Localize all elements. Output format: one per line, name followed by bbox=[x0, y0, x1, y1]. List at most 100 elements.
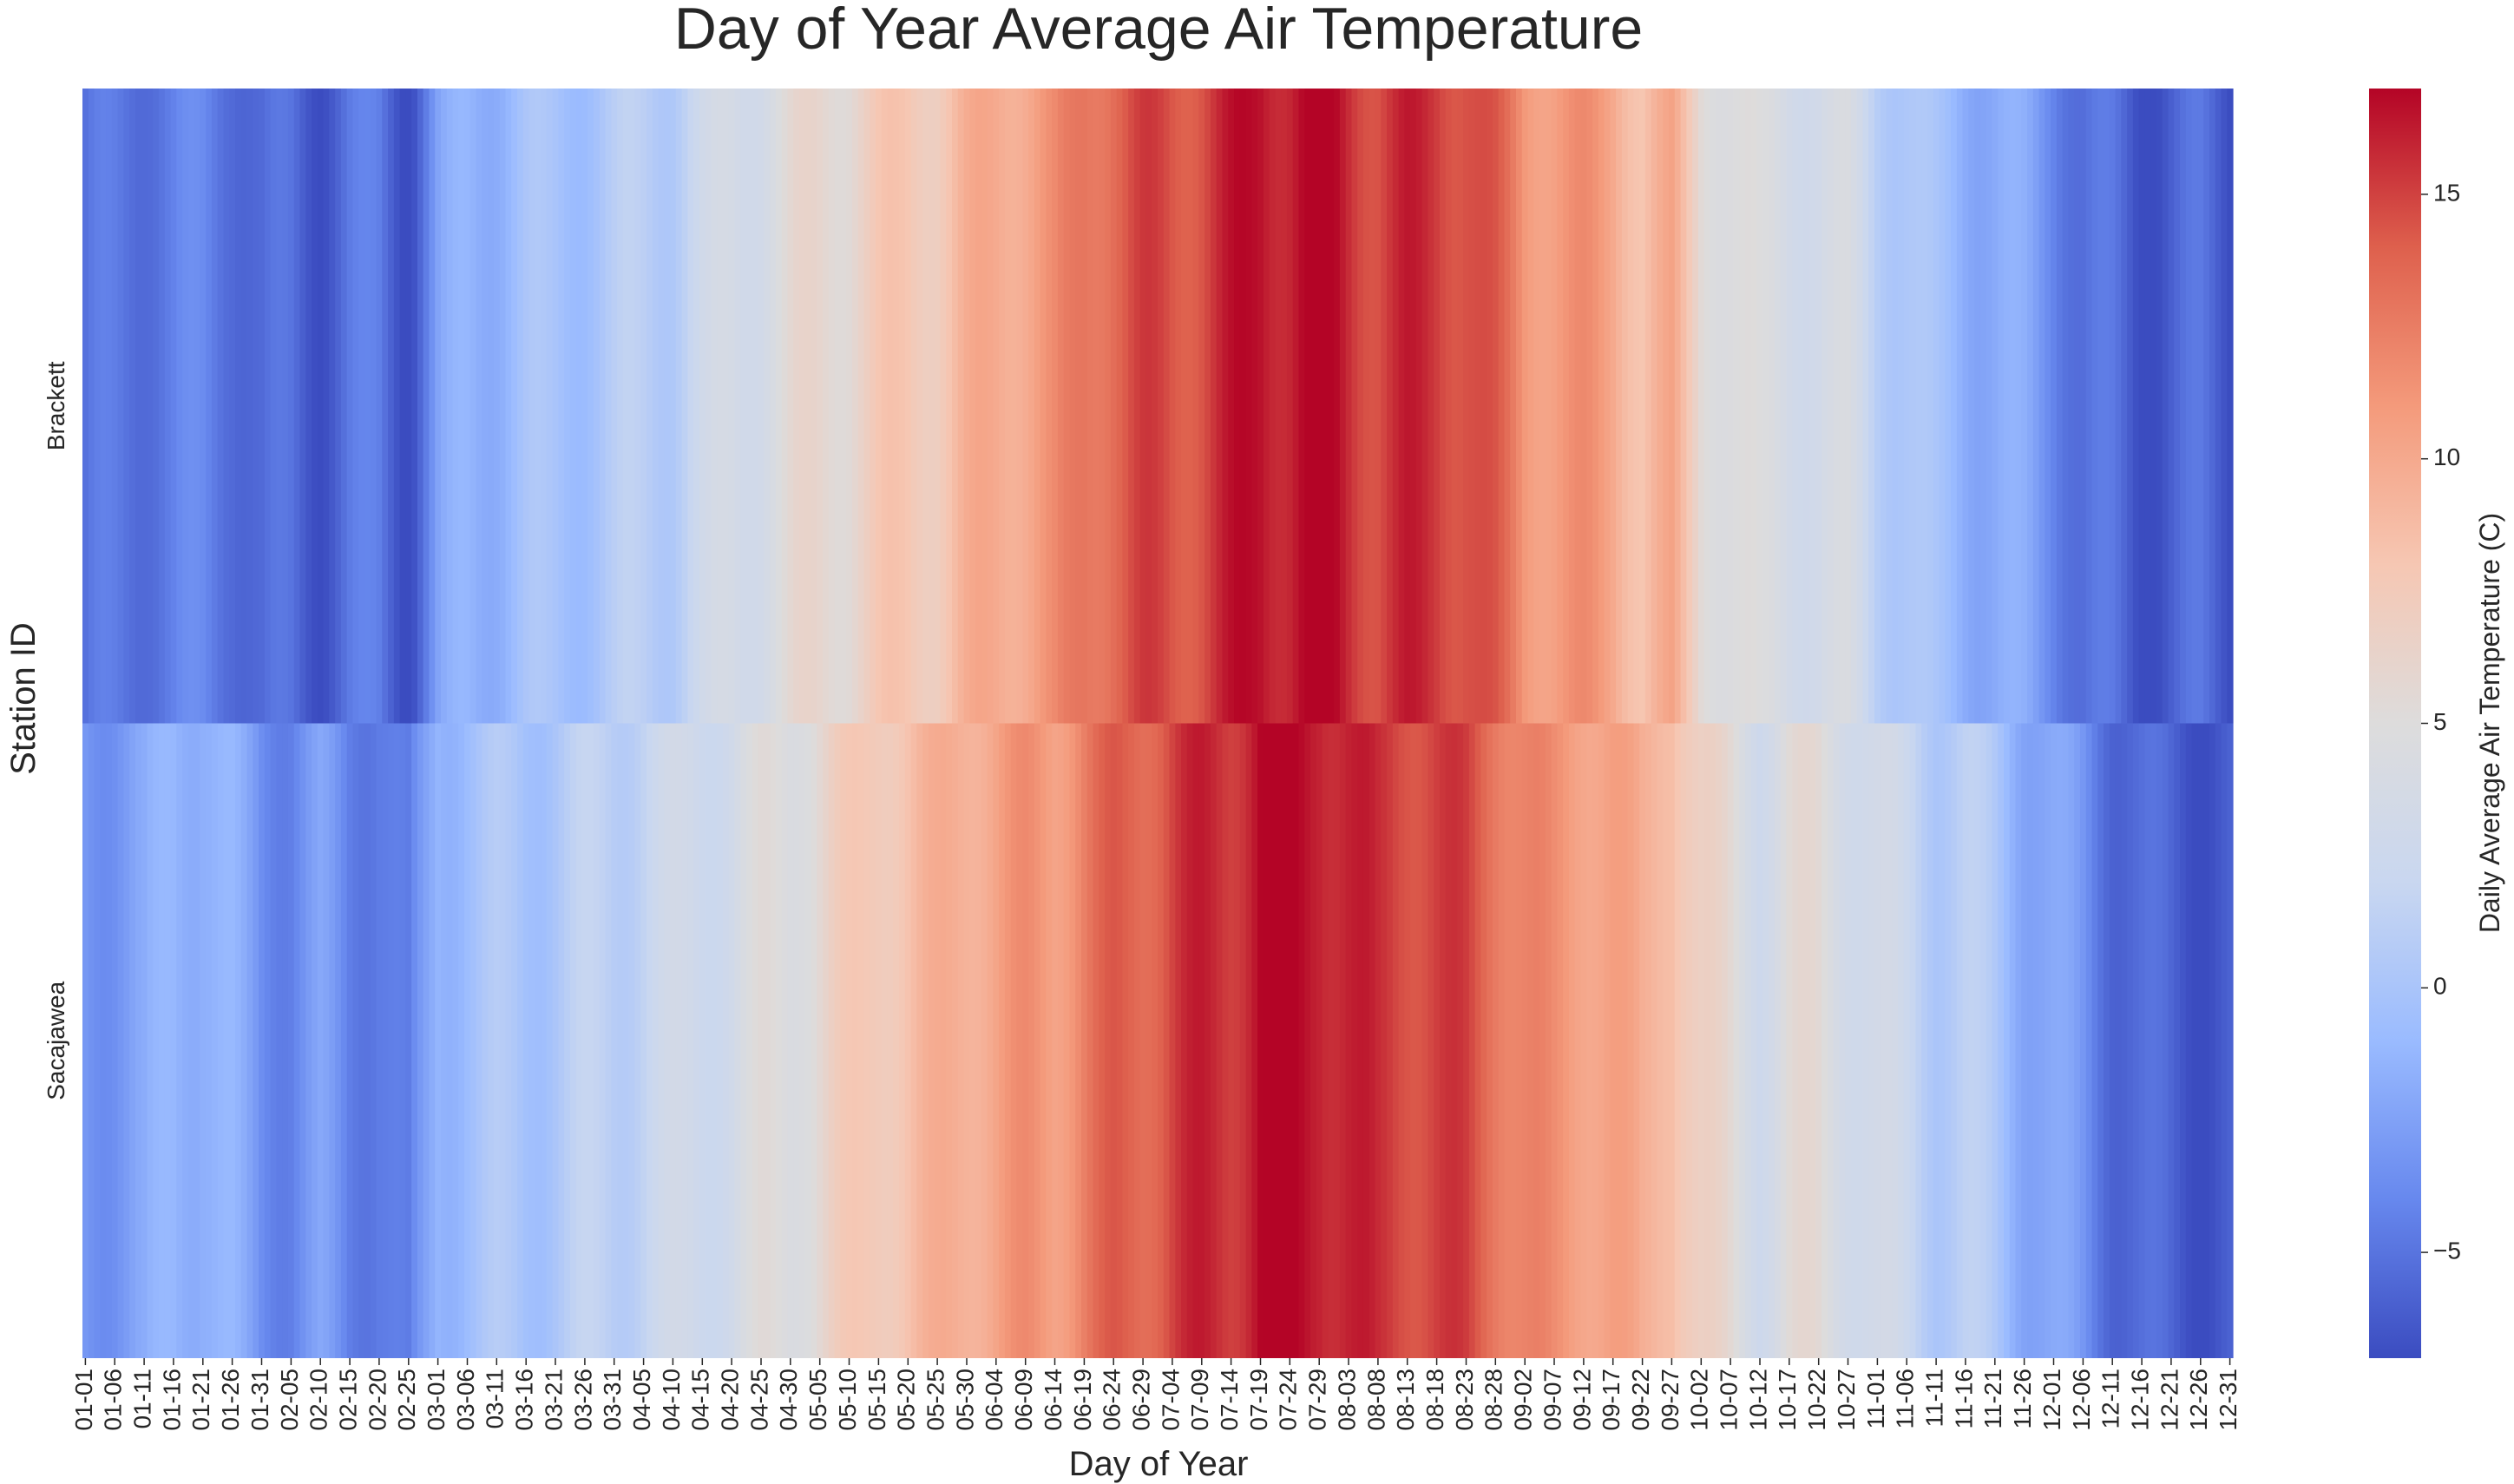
heatmap-cell bbox=[1998, 89, 2005, 724]
heatmap-cell bbox=[1621, 89, 1629, 724]
heatmap-cell bbox=[458, 89, 465, 724]
heatmap-cell bbox=[1381, 723, 1388, 1358]
heatmap-cell bbox=[358, 89, 365, 724]
heatmap-cell bbox=[2045, 723, 2051, 1358]
heatmap-cell bbox=[1034, 89, 1041, 724]
heatmap-cell bbox=[312, 89, 318, 724]
heatmap-cell bbox=[1862, 89, 1869, 724]
heatmap-cell bbox=[881, 89, 889, 724]
heatmap-cell bbox=[1551, 89, 1558, 724]
heatmap-cell bbox=[1128, 723, 1135, 1358]
heatmap-cell bbox=[1080, 89, 1088, 724]
heatmap-cell bbox=[200, 89, 207, 724]
x-tick-label: 06-29 bbox=[1127, 1369, 1154, 1431]
heatmap-cell bbox=[775, 89, 783, 724]
heatmap-cell bbox=[863, 723, 870, 1358]
heatmap-cell bbox=[1557, 89, 1564, 724]
heatmap-cell bbox=[1421, 89, 1429, 724]
heatmap-cell bbox=[135, 89, 142, 724]
heatmap-cell bbox=[1686, 723, 1693, 1358]
x-tick-label: 02-15 bbox=[334, 1369, 361, 1431]
heatmap-cell bbox=[270, 89, 278, 724]
heatmap-cell bbox=[1415, 723, 1423, 1358]
heatmap-cell bbox=[2021, 723, 2028, 1358]
heatmap-cell bbox=[1222, 723, 1229, 1358]
colorbar-label: Daily Average Air Temperature (C) bbox=[2474, 513, 2505, 933]
heatmap-cell bbox=[182, 89, 189, 724]
heatmap-cell bbox=[299, 89, 306, 724]
heatmap-cell bbox=[834, 89, 841, 724]
heatmap-cell bbox=[82, 89, 89, 724]
heatmap-cell bbox=[1639, 89, 1646, 724]
heatmap-cell bbox=[159, 89, 166, 724]
heatmap-cell bbox=[187, 723, 195, 1358]
heatmap-cell bbox=[1181, 723, 1188, 1358]
heatmap-cell bbox=[1328, 723, 1335, 1358]
heatmap-cell bbox=[1093, 723, 1099, 1358]
heatmap-cell bbox=[804, 89, 812, 724]
x-tick-label: 12-21 bbox=[2156, 1369, 2183, 1431]
heatmap-cell bbox=[934, 89, 942, 724]
heatmap-cell bbox=[1480, 89, 1487, 724]
heatmap-cell bbox=[2197, 723, 2204, 1358]
heatmap-cell bbox=[722, 723, 730, 1358]
heatmap-cell bbox=[388, 723, 395, 1358]
heatmap-cell bbox=[1627, 723, 1635, 1358]
x-tick-label: 12-01 bbox=[2038, 1369, 2065, 1431]
heatmap-cell bbox=[1474, 723, 1481, 1358]
heatmap-cell bbox=[1428, 723, 1434, 1358]
heatmap-cell bbox=[987, 723, 994, 1358]
heatmap-cell bbox=[823, 89, 830, 724]
heatmap-cell bbox=[828, 89, 836, 724]
heatmap-cell bbox=[2051, 723, 2058, 1358]
heatmap-cell bbox=[1762, 89, 1769, 724]
heatmap-cell bbox=[1434, 723, 1441, 1358]
colorbar-tick-label: 0 bbox=[2433, 973, 2447, 1000]
heatmap-cell bbox=[846, 723, 853, 1358]
heatmap-cell bbox=[1644, 723, 1652, 1358]
heatmap-cell bbox=[1510, 723, 1517, 1358]
x-tick-label: 05-20 bbox=[893, 1369, 920, 1431]
heatmap-cell bbox=[605, 723, 612, 1358]
heatmap-cell bbox=[1921, 89, 1928, 724]
heatmap-cell bbox=[846, 89, 853, 724]
heatmap-cell bbox=[1886, 723, 1893, 1358]
heatmap-cell bbox=[312, 723, 318, 1358]
heatmap-cell bbox=[1533, 723, 1540, 1358]
heatmap-cell bbox=[1909, 89, 1916, 724]
heatmap-cell bbox=[1281, 723, 1288, 1358]
heatmap-cell bbox=[276, 89, 283, 724]
heatmap-cell bbox=[2132, 723, 2140, 1358]
heatmap-cell bbox=[1933, 723, 1940, 1358]
heatmap-cell bbox=[2021, 89, 2028, 724]
heatmap-cell bbox=[717, 89, 724, 724]
heatmap-cell bbox=[617, 89, 624, 724]
heatmap-cell bbox=[1539, 723, 1546, 1358]
heatmap-cell bbox=[1357, 89, 1364, 724]
heatmap-cell bbox=[123, 723, 130, 1358]
heatmap-cell bbox=[711, 89, 718, 724]
heatmap-cell bbox=[1075, 723, 1082, 1358]
heatmap-cell bbox=[752, 89, 759, 724]
heatmap-cell bbox=[1163, 89, 1171, 724]
heatmap-cell bbox=[893, 89, 900, 724]
heatmap-cell bbox=[287, 723, 295, 1358]
heatmap-cell bbox=[1392, 723, 1400, 1358]
heatmap-cell bbox=[2068, 723, 2075, 1358]
heatmap-cell bbox=[1616, 89, 1623, 724]
y-axis-label: Station ID bbox=[4, 622, 43, 775]
heatmap-cell bbox=[1040, 89, 1047, 724]
heatmap-cell bbox=[2144, 723, 2151, 1358]
heatmap-cell bbox=[1421, 723, 1429, 1358]
heatmap-cell bbox=[423, 89, 430, 724]
heatmap-cell bbox=[429, 89, 436, 724]
heatmap-cell bbox=[1028, 723, 1035, 1358]
heatmap-cell bbox=[1158, 723, 1165, 1358]
heatmap-cell bbox=[246, 723, 253, 1358]
heatmap-cell bbox=[1762, 723, 1769, 1358]
heatmap-cell bbox=[1710, 723, 1716, 1358]
heatmap-cell bbox=[1381, 89, 1388, 724]
heatmap-cell bbox=[828, 723, 836, 1358]
x-tick-label: 01-16 bbox=[158, 1369, 185, 1431]
